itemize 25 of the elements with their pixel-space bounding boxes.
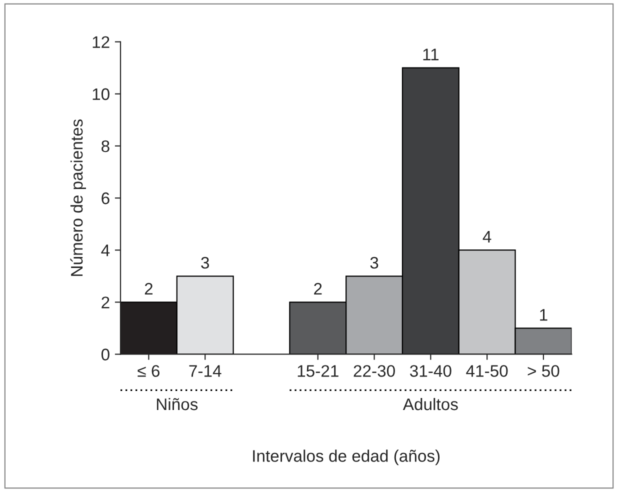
x-axis-title: Intervalos de edad (años) <box>253 450 440 466</box>
y-tick-label: 12 <box>92 36 110 48</box>
y-axis-title: Número de pacientes <box>70 119 86 276</box>
text: Niños <box>156 398 198 410</box>
x-tick-label: > 50 <box>528 365 560 377</box>
x-tick-label: 7-14 <box>189 365 222 377</box>
data-label: 2 <box>314 282 322 295</box>
data-label: 4 <box>482 231 492 242</box>
x-tick-label: 15-21 <box>298 365 338 377</box>
y-tick-label: 6 <box>102 192 110 204</box>
data-label: 3 <box>201 256 209 269</box>
data-label: 3 <box>370 256 378 269</box>
data-label: 2 <box>144 282 153 295</box>
y-tick-label: 0 <box>101 348 110 360</box>
y-tick-label: 2 <box>102 296 110 308</box>
x-tick-label: 41-50 <box>466 365 508 377</box>
text: Adultos <box>402 398 458 410</box>
data-label: 1 <box>540 309 548 321</box>
x-tick-label: 31-40 <box>410 365 452 377</box>
y-tick-label: 10 <box>92 88 110 100</box>
data-label: 11 <box>423 48 439 60</box>
y-tick-label: 4 <box>101 244 110 256</box>
x-tick-label: 22-30 <box>354 365 395 377</box>
y-tick-label: 8 <box>102 140 110 152</box>
x-tick-label: ≤ 6 <box>138 365 160 377</box>
